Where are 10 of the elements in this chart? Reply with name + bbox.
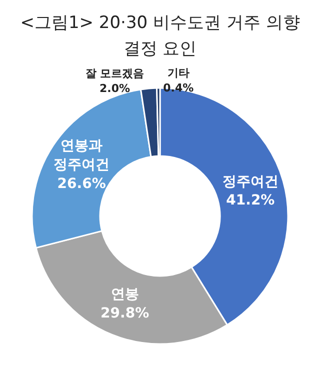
data-label: 2.0% <box>99 82 130 95</box>
data-label: 29.8% <box>100 306 150 322</box>
slice-label: 정주여건 <box>222 174 278 190</box>
slice-label: 잘 모르겠음 <box>85 66 144 80</box>
data-label: 41.2% <box>226 192 275 209</box>
chart-title: <그림1> 20·30 비수도권 거주 의향 결정 요인 <box>20 13 300 59</box>
data-label: 26.6% <box>57 176 106 192</box>
slice-label: 기타 <box>167 66 190 80</box>
slice-label: 연봉 <box>110 286 139 303</box>
slice-label: 연봉과 정주여건 <box>54 138 110 174</box>
